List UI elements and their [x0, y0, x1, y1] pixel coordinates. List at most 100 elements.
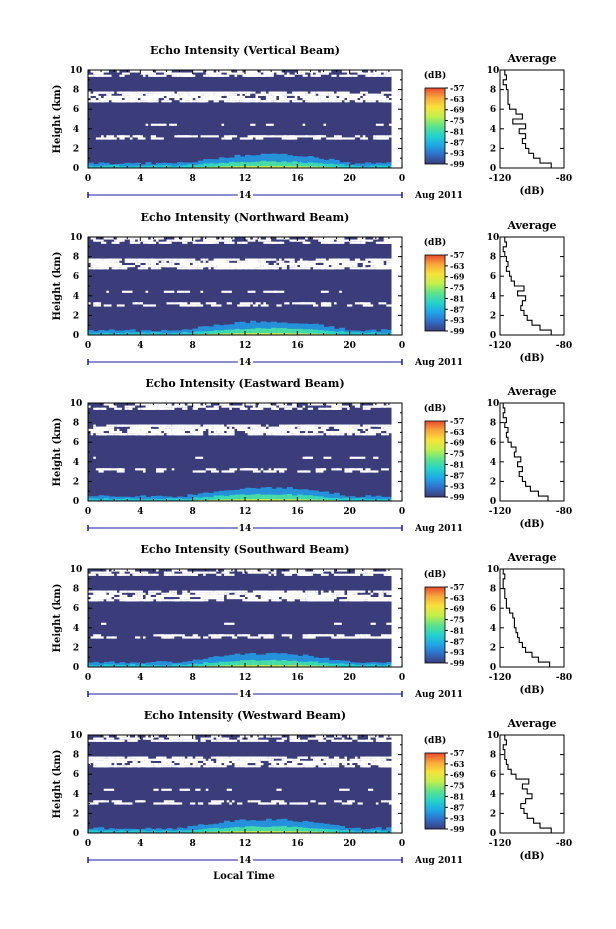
clear-cell [184, 636, 188, 639]
clear-cell [190, 267, 193, 270]
colorbar-unit: (dB) [424, 569, 446, 580]
clear-cell [221, 290, 232, 293]
colorbar-tick-label: -81 [450, 791, 464, 801]
clear-cell [242, 426, 245, 429]
echo-cell [114, 332, 120, 335]
echo-cell [313, 822, 319, 833]
clear-cell [336, 241, 345, 244]
y-tick-label: 8 [73, 86, 79, 96]
echo-cell [140, 499, 147, 501]
clear-cell [388, 237, 392, 240]
clear-cell [161, 802, 170, 805]
clear-cell [347, 802, 353, 805]
clear-cell [208, 737, 214, 740]
clear-cell [187, 72, 193, 75]
echo-cell [182, 661, 189, 667]
echo-cell [213, 166, 220, 168]
clear-cell [386, 433, 389, 436]
clear-cell [229, 241, 235, 244]
echo-cell [265, 328, 272, 335]
echo-cell [354, 163, 361, 168]
clear-cell [111, 636, 115, 639]
clear-cell [229, 239, 232, 242]
clear-cell [163, 760, 170, 764]
clear-cell [302, 634, 311, 637]
x-tick-label: 16 [291, 673, 304, 683]
clear-cell [396, 599, 400, 602]
clear-cell [276, 260, 285, 263]
clear-cell [299, 267, 311, 270]
echo-cell [145, 496, 152, 501]
average-x-label: (dB) [520, 851, 545, 862]
clear-cell [289, 267, 293, 270]
echo-cell [108, 329, 115, 335]
echo-cell [197, 829, 204, 833]
clear-cell [333, 592, 337, 595]
clear-cell [226, 571, 230, 574]
clear-cell [163, 74, 167, 77]
clear-cell [156, 428, 164, 432]
clear-cell [323, 265, 327, 268]
clear-cell [93, 456, 96, 459]
clear-cell [394, 428, 397, 432]
echo-cell [339, 164, 346, 168]
echo-cell [292, 495, 298, 501]
clear-cell [383, 426, 392, 429]
clear-cell [339, 239, 342, 242]
clear-cell [255, 590, 261, 593]
clear-cell [208, 95, 217, 99]
clear-cell [386, 304, 397, 307]
clear-cell [216, 739, 225, 742]
clear-cell [268, 636, 274, 639]
echo-cell [328, 166, 335, 168]
y-tick-label: 0 [73, 663, 79, 673]
clear-cell [305, 433, 314, 436]
clear-cell [142, 100, 154, 103]
clear-cell [190, 802, 196, 805]
clear-cell [354, 758, 358, 761]
clear-cell [258, 636, 261, 639]
clear-cell [375, 123, 384, 126]
clear-cell [273, 470, 277, 473]
clear-cell [153, 424, 159, 427]
echo-cell [302, 831, 309, 833]
clear-cell [336, 100, 342, 103]
clear-cell [122, 737, 130, 740]
clear-cell [271, 758, 274, 761]
clear-cell [242, 597, 245, 600]
clear-cell [273, 597, 280, 600]
clear-cell [281, 91, 287, 94]
clear-cell [284, 407, 290, 410]
clear-cell [284, 405, 287, 408]
clear-cell [153, 100, 159, 103]
y-tick-label: 0 [73, 497, 79, 507]
clear-cell [101, 258, 104, 261]
clear-cell [140, 267, 143, 270]
average-title: Average [506, 385, 556, 398]
echo-cell [208, 163, 215, 168]
echo-cell [171, 664, 178, 667]
clear-cell [333, 100, 337, 103]
clear-cell [93, 800, 104, 803]
echo-cell [224, 490, 230, 501]
clear-cell [163, 260, 167, 263]
echo-cell [192, 331, 199, 335]
clear-cell [255, 100, 259, 103]
clear-cell [258, 428, 266, 432]
clear-cell [260, 70, 264, 73]
echo-cell [354, 827, 361, 833]
clear-cell [145, 262, 149, 266]
y-tick-label: 2 [73, 809, 79, 819]
clear-cell [179, 737, 188, 740]
clear-cell [333, 800, 342, 803]
clear-cell [145, 426, 151, 429]
clear-cell [263, 592, 272, 595]
echo-cell [108, 828, 115, 833]
clear-cell [328, 241, 340, 244]
clear-cell [103, 304, 112, 307]
clear-cell [326, 634, 334, 637]
clear-cell [203, 265, 206, 268]
clear-cell [140, 760, 143, 764]
clear-cell [137, 100, 141, 103]
echo-cell [381, 329, 387, 335]
